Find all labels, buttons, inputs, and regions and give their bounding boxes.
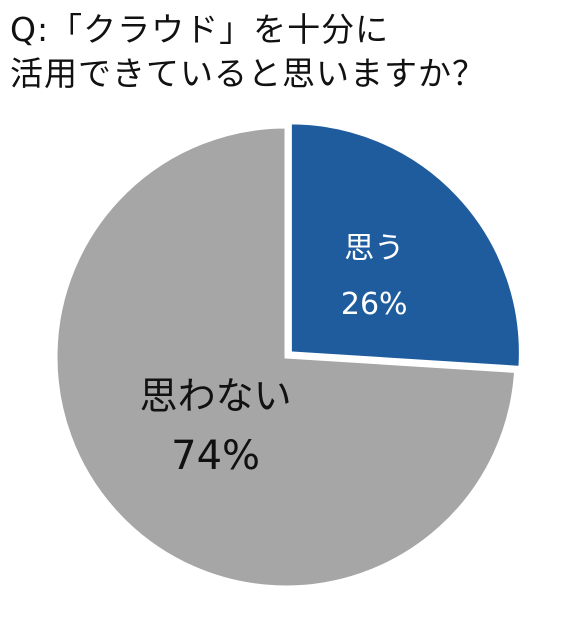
chart-title-line-1: Q:「クラウド」を十分に bbox=[10, 10, 390, 49]
slice-value-label-1: 74% bbox=[171, 433, 260, 479]
chart-title-line-2: 活用できていると思いますか？ bbox=[10, 54, 486, 93]
chart-title: Q:「クラウド」を十分に 活用できていると思いますか？ bbox=[10, 8, 555, 96]
pie-slice-0 bbox=[288, 121, 522, 369]
pie-slice-1 bbox=[54, 125, 518, 589]
slice-name-label-1: 思わない bbox=[140, 374, 292, 418]
slice-name-label-0: 思う bbox=[344, 231, 404, 266]
slice-value-label-0: 26% bbox=[341, 287, 408, 322]
